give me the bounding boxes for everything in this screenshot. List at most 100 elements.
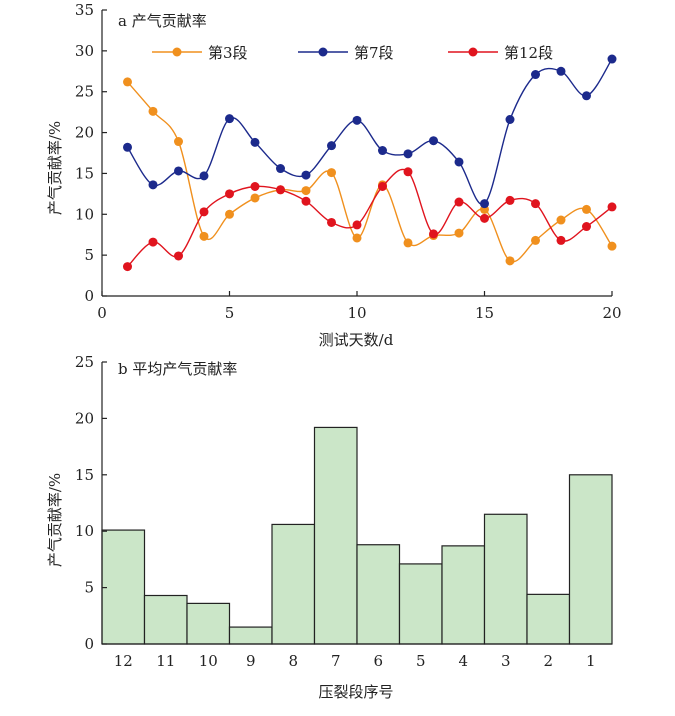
panel-b-x-tick-label: 7 (331, 652, 341, 670)
panel-a-x-tick-label: 5 (225, 304, 235, 322)
data-point (607, 54, 617, 64)
data-point (327, 141, 336, 151)
panel-a-legend: 第3段 第7段 第12段 (152, 44, 553, 62)
panel-a-y-tick-label: 0 (84, 287, 94, 305)
panel-b-x-tick-label: 3 (501, 652, 511, 670)
panel-b-x-tick-label: 2 (543, 652, 553, 670)
series-line-3 (126, 168, 613, 268)
panel-b-x-tick-label: 9 (246, 652, 256, 670)
data-point (199, 171, 209, 181)
data-point (480, 199, 489, 209)
data-point (327, 168, 336, 178)
data-point (429, 229, 438, 239)
panel-a-y-tick-label: 15 (75, 164, 94, 182)
legend-label-3: 第12段 (504, 44, 553, 62)
data-point (480, 213, 489, 223)
panel-b-x-tick-label: 6 (373, 652, 383, 670)
bar-11 (143, 594, 188, 645)
data-point (327, 217, 336, 227)
data-point (174, 137, 183, 147)
panel-a-y-tick-label: 35 (75, 1, 94, 19)
data-point (454, 197, 464, 207)
data-point (148, 237, 158, 247)
series-line-2 (126, 58, 613, 206)
data-point (403, 149, 413, 159)
data-point (276, 164, 285, 174)
legend-marker-1 (172, 47, 182, 57)
data-point (301, 186, 311, 196)
bar-9 (228, 626, 273, 645)
panel-b-x-tick-label: 1 (586, 652, 596, 670)
data-point (148, 106, 158, 116)
data-point (403, 238, 413, 248)
data-point (225, 114, 234, 124)
data-point (250, 137, 260, 147)
panel-a-y-axis-label: 产气贡献率/% (46, 121, 64, 215)
data-point (429, 136, 438, 146)
data-point (225, 209, 234, 219)
data-point (531, 70, 540, 80)
panel-a-x-tick-label: 10 (347, 304, 366, 322)
panel-b-x-tick-label: 5 (416, 652, 426, 670)
data-point (531, 235, 540, 245)
data-point (378, 146, 387, 156)
panel-b-x-tick-label: 10 (199, 652, 218, 670)
bar-3 (483, 513, 528, 645)
data-point (582, 91, 591, 101)
data-point (582, 222, 591, 232)
panel-a-x-tick-label: 20 (602, 304, 621, 322)
data-point (403, 167, 413, 177)
data-point (454, 228, 464, 238)
data-point (505, 195, 515, 205)
data-point (199, 207, 209, 217)
panel-a-y-tick-label: 5 (84, 246, 94, 264)
data-point (505, 114, 515, 124)
panel-a-y-tick-label: 30 (75, 42, 94, 60)
panel-b-x-tick-label: 4 (458, 652, 468, 670)
bar-4 (441, 545, 486, 645)
panel-a-y-tick-label: 25 (75, 83, 94, 101)
data-point (123, 77, 132, 87)
data-point (199, 231, 209, 241)
data-point (352, 115, 362, 125)
data-point (148, 180, 158, 190)
legend-marker-2 (318, 47, 328, 57)
panel-a-x-axis-label: 测试天数/d (319, 331, 394, 349)
data-point (607, 202, 617, 212)
legend-label-1: 第3段 (208, 44, 248, 62)
data-point (378, 182, 387, 192)
data-point (505, 256, 515, 266)
panel-b-x-tick-label: 11 (156, 652, 175, 670)
bar-5 (398, 563, 443, 645)
data-point (607, 241, 617, 251)
panel-a-title: a 产气贡献率 (118, 12, 207, 30)
panel-a-line-chart: a 产气贡献率 产气贡献率/% 测试天数/d 0 5 10 15 20 25 30 35 0 5 1… (46, 1, 622, 349)
panel-b-y-tick-label: 10 (75, 522, 94, 540)
panel-a-y-tick-label: 10 (75, 205, 94, 223)
series-1 (123, 77, 617, 266)
data-point (556, 235, 566, 245)
bar-2 (526, 593, 571, 645)
data-point (174, 251, 183, 261)
panel-b-title: b 平均产气贡献率 (118, 360, 237, 378)
data-point (556, 66, 566, 76)
panel-b-y-tick-label: 20 (75, 409, 94, 427)
panel-a-x-tick-label: 0 (97, 304, 107, 322)
data-point (352, 233, 362, 243)
panel-b-y-tick-label: 25 (75, 353, 94, 371)
data-point (250, 182, 260, 192)
data-point (123, 142, 132, 152)
data-point (582, 204, 591, 214)
bar-6 (356, 544, 401, 645)
data-point (301, 170, 311, 180)
panel-b-x-tick-label: 12 (114, 652, 133, 670)
legend-label-2: 第7段 (354, 44, 394, 62)
legend-marker-3 (468, 47, 478, 57)
data-point (174, 166, 183, 176)
data-point (556, 215, 566, 225)
panel-b-y-tick-label: 15 (75, 466, 94, 484)
panel-a-y-tick-label: 20 (75, 124, 94, 142)
bar-10 (186, 602, 231, 645)
bar-1 (568, 474, 613, 645)
